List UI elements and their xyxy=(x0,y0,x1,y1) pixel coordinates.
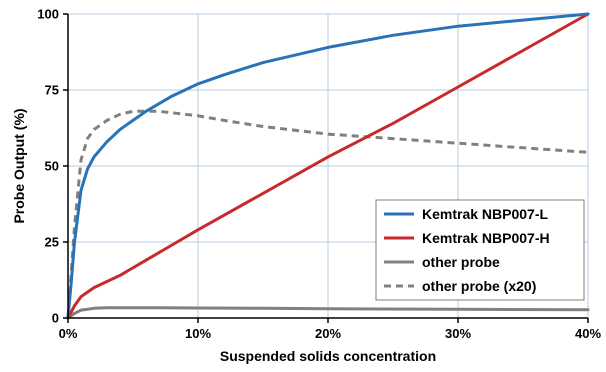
y-tick-label: 75 xyxy=(45,83,59,98)
legend-label: other probe (x20) xyxy=(422,278,536,294)
legend-label: Kemtrak NBP007-L xyxy=(422,206,548,222)
y-tick-label: 50 xyxy=(45,159,59,174)
legend-box xyxy=(375,199,585,301)
x-tick-label: 30% xyxy=(445,326,471,341)
y-tick-label: 0 xyxy=(52,311,59,326)
legend-label: Kemtrak NBP007-H xyxy=(422,230,550,246)
x-tick-label: 0% xyxy=(59,326,78,341)
y-tick-label: 100 xyxy=(37,7,59,22)
y-axis-title: Probe Output (%) xyxy=(11,108,27,223)
tick-labels: 0 25 50 75 100 0% 10% 20% 30% 40% xyxy=(37,7,601,342)
series-line-3 xyxy=(66,109,589,319)
legend-label: other probe xyxy=(422,254,500,270)
x-axis-title: Suspended solids concentration xyxy=(220,348,436,364)
series-layer xyxy=(66,12,590,320)
series-line-0 xyxy=(66,12,590,320)
legend: Kemtrak NBP007-L Kemtrak NBP007-H other pr… xyxy=(375,199,585,301)
x-tick-label: 20% xyxy=(315,326,341,341)
series-line-2 xyxy=(66,306,590,320)
x-tick-label: 10% xyxy=(185,326,211,341)
y-tick-label: 25 xyxy=(45,235,59,250)
axes xyxy=(63,13,589,323)
x-tick-label: 40% xyxy=(575,326,601,341)
series-line-1 xyxy=(66,12,590,320)
